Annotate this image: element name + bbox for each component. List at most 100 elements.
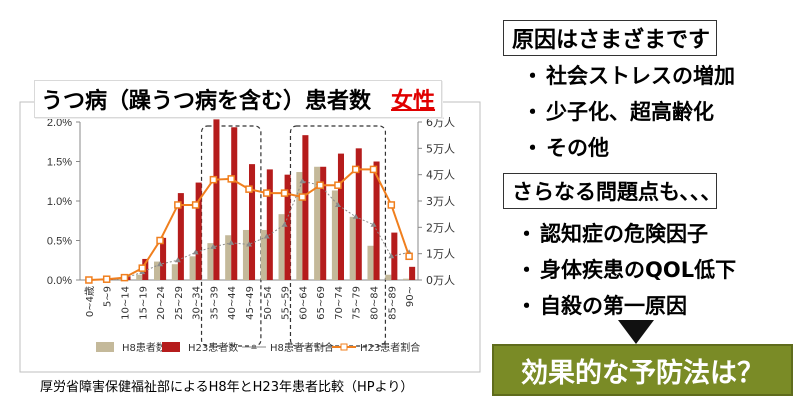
bar [337,153,344,280]
point [387,201,396,209]
bar [391,232,398,280]
bar [278,214,285,280]
y-right-tick-label: 0万人 [426,274,455,287]
point [102,275,111,283]
bar [225,235,232,280]
bar [260,229,267,280]
bar [296,172,303,280]
list-item: ・認知症の危険因子 [516,216,736,252]
x-tick-label: 65~69 [316,286,327,320]
list-item: ・自殺の第一原因 [516,288,736,324]
point [227,175,235,183]
y-left-tick-label: 1.5% [47,157,72,169]
point [245,185,253,193]
point [157,261,164,267]
list-item: ・その他 [522,130,735,166]
chart-title-main: うつ病（躁うつ病を含む）患者数 [41,89,372,114]
bar [385,274,392,280]
point [228,239,235,245]
x-tick-label: 70~74 [334,286,345,320]
source-note: 厚労省障害保健福祉部によるH8年とH23年患者比較（HPより） [40,380,414,395]
list-item: ・少子化、超高齢化 [522,94,735,130]
x-tick-label: 50~54 [263,286,274,320]
bar [302,135,309,280]
y-right-tick-label: 5万人 [426,142,455,155]
y-right-tick-label: 3万人 [426,195,455,208]
x-tick-label: 15~19 [138,286,149,320]
legend-label: H23患者数 [188,341,238,354]
bar [136,274,143,280]
x-tick-label: 85~89 [387,286,398,320]
bar [207,243,214,280]
bullet-dot: ・ [522,136,543,160]
point [138,264,147,272]
bar [409,266,416,280]
list-item: ・身体疾患のQOL低下 [516,252,736,288]
bullet-dot: ・ [522,100,543,124]
causes-heading: 原因はさまざまです [503,20,717,56]
bar [349,216,356,280]
x-tick-label: 25~29 [174,286,185,320]
x-tick-label: 35~39 [209,286,220,320]
point [246,241,252,247]
bar [242,229,249,280]
bar [171,264,178,280]
legend-label: H23患者割合 [360,341,420,354]
x-tick-label: 5~9 [103,286,114,307]
bullet-dot: ・ [522,64,543,88]
legend-swatch [96,342,114,352]
point [174,257,181,263]
point [156,236,164,245]
y-right-tick-label: 6万人 [426,116,455,129]
y-left-tick-label: 1.0% [47,196,72,208]
point [299,178,306,184]
y-left-tick-label: 0.0% [47,275,72,287]
point [351,165,360,174]
cause-text: 社会ストレスの増加 [546,64,735,88]
problem-text: 身体疾患のQOL低下 [540,258,737,282]
down-arrow-icon [618,320,654,344]
x-tick-label: 0~4歳 [84,286,96,317]
bar [266,169,273,280]
bar [367,245,374,280]
x-tick-label: 90~ [405,286,416,307]
point [85,276,93,284]
bar [331,190,338,280]
y-right-tick-label: 4万人 [426,169,455,182]
bar [249,164,256,280]
bar [195,182,202,280]
bar [314,166,321,280]
bar [160,237,167,280]
point [352,213,359,219]
bar [403,278,410,280]
bar [177,193,184,280]
point [120,273,129,282]
bar [284,174,291,280]
chart-title-sex: 女性 [391,89,436,114]
problem-text: 認知症の危険因子 [540,222,708,246]
point [334,201,341,207]
y-right-tick-label: 2万人 [426,221,455,234]
bar [213,119,220,280]
x-tick-label: 60~64 [298,286,309,320]
point [405,252,413,261]
x-tick-label: 40~44 [227,286,238,320]
bullet-dot: ・ [516,294,537,318]
x-tick-label: 45~49 [245,286,256,320]
point [263,189,271,197]
bar [373,161,380,280]
point [174,201,182,209]
problems-heading: さらなる問題点も、、、 [503,173,721,209]
cause-text: 少子化、超高齢化 [546,100,714,124]
bar [189,256,196,280]
y-right-tick-label: 1万人 [426,248,455,261]
legend-marker [251,344,257,349]
x-tick-label: 10~14 [120,286,131,320]
problems-list: ・認知症の危険因子 ・身体疾患のQOL低下 ・自殺の第一原因 [516,216,736,324]
bar [231,127,238,281]
legend-label: H8患者数 [122,341,166,354]
point [316,181,324,189]
point [280,189,289,197]
x-tick-label: 30~34 [192,286,203,320]
